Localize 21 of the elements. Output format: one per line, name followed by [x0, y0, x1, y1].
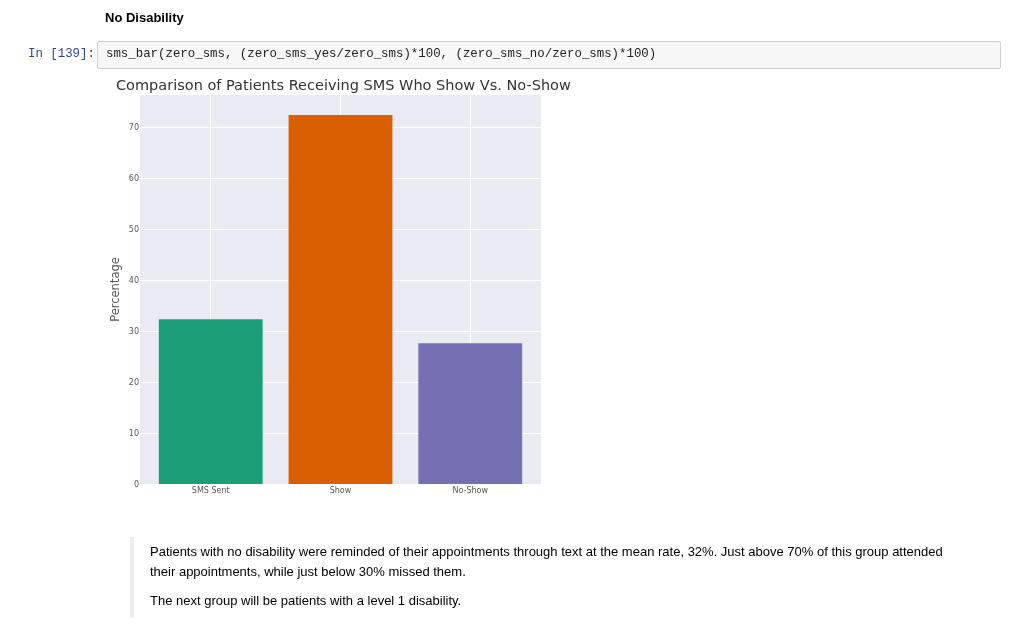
- y-tick-label: 70: [128, 122, 139, 132]
- text: No Disability: [105, 10, 184, 25]
- y-tick-label: 50: [128, 224, 139, 234]
- text: sms_bar(zero_sms, (zero_sms_yes/zero_sms)*100, (zero_sms_no/zero_sms)*100): [106, 47, 657, 61]
- x-tick-label: No-Show: [452, 486, 489, 495]
- chart-title: Comparison of Patients Receiving SMS Who Show Vs. No-Show: [116, 77, 571, 94]
- bar: [158, 319, 263, 484]
- y-axis-title: Percentage: [108, 257, 123, 322]
- x-tick-label: Show: [329, 486, 352, 495]
- y-tick-label: 60: [128, 173, 139, 183]
- y-tick-label: 10: [128, 428, 139, 438]
- x-tick-label: SMS Sent: [191, 486, 230, 495]
- y-tick-label: 40: [128, 275, 139, 285]
- y-tick-label: 30: [128, 326, 139, 336]
- bar: [418, 343, 523, 484]
- y-tick-label: 0: [133, 479, 139, 489]
- text: The next group will be patients with a level 1 disability.: [150, 592, 463, 610]
- text: In [139]:: [28, 47, 95, 61]
- bar: [288, 114, 393, 484]
- y-tick-label: 20: [128, 377, 139, 387]
- text: Patients with no disability were reminded of their appointments through text at the mean rate, 32%. Just above 70% of this group attended their appointments, while just below 30% missed them.: [150, 543, 944, 581]
